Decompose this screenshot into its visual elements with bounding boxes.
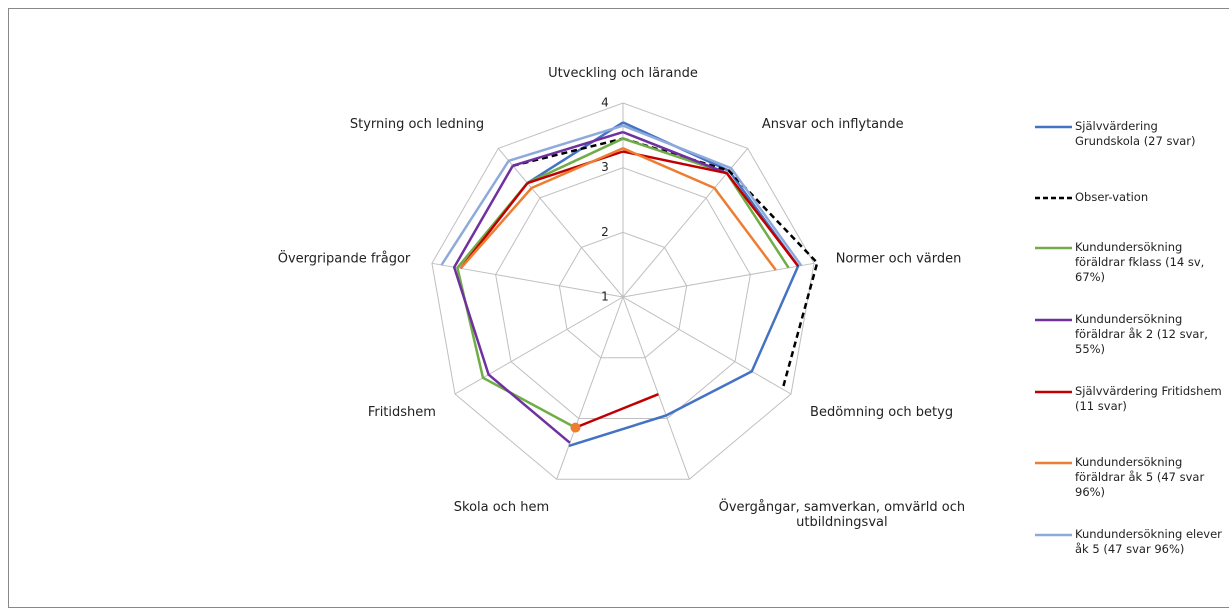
series-point <box>570 422 581 433</box>
chart: 1 2 3 4 <box>431 96 1229 480</box>
category-label: Utveckling och lärande <box>548 66 698 81</box>
series-closing-line <box>526 137 624 185</box>
grid-ring <box>431 102 815 480</box>
r-tick-label: 3 <box>601 160 609 174</box>
legend-item: Kundundersökning elever åk 5 (47 svar 96… <box>1030 527 1229 587</box>
legend-item: Kundundersökning föräldrar åk 5 (47 svar… <box>1030 455 1229 515</box>
legend-swatch <box>1035 246 1072 250</box>
series-closing-line <box>531 147 624 190</box>
legend-item: Kundundersökning föräldrar åk 2 (12 svar… <box>1030 312 1229 372</box>
legend-item: Obser-vation <box>1030 190 1229 250</box>
spoke <box>556 296 624 480</box>
legend-swatch <box>1035 390 1072 394</box>
legend-label: Kundundersökning föräldrar åk 2 (12 svar… <box>1075 312 1208 356</box>
series-line <box>440 124 803 267</box>
legend-item: Självvärdering Fritidshem (11 svar) <box>1030 384 1229 444</box>
legend-item: Kundundersökning föräldrar fklass (14 sv… <box>1030 240 1229 300</box>
spoke <box>431 262 624 298</box>
series-closing-line <box>526 121 624 185</box>
spoke <box>622 262 815 298</box>
category-label: Fritidshem <box>367 405 436 420</box>
category-label: Bedömning och betyg <box>810 405 954 420</box>
legend-swatch <box>1035 533 1072 537</box>
series-closing-line <box>508 124 624 162</box>
r-tick-label: 2 <box>601 225 609 239</box>
series-line <box>459 147 777 271</box>
series-closing-line <box>512 137 624 167</box>
legend-swatch <box>1035 461 1072 465</box>
category-label: Ansvar och inflytande <box>761 116 904 132</box>
legend-label: Självvärdering Grundskola (27 svar) <box>1075 119 1196 148</box>
spoke <box>622 296 690 480</box>
legend-item: Självvärdering Grundskola (27 svar) <box>1030 119 1229 179</box>
grid-ring <box>495 167 751 420</box>
series-closing-line <box>512 130 624 167</box>
category-label: Styrning och ledning <box>349 116 485 132</box>
legend-label: Kundundersökning föräldrar fklass (14 sv… <box>1075 240 1205 284</box>
series-line <box>452 130 728 444</box>
category-label: Övergripande frågor <box>277 251 411 267</box>
legend-swatch <box>1035 318 1072 322</box>
spoke <box>497 148 624 298</box>
r-tick-label: 4 <box>601 96 609 110</box>
category-label: Skola och hem <box>453 499 550 515</box>
legend-label: Obser-vation <box>1075 190 1149 204</box>
legend-swatch <box>1035 196 1072 200</box>
legend-label: Självvärdering Fritidshem (11 svar) <box>1075 384 1222 413</box>
category-label: Normer och värden <box>835 251 962 267</box>
legend-swatch <box>1035 125 1072 129</box>
spoke <box>622 296 792 395</box>
legend-label: Kundundersökning föräldrar åk 5 (47 svar… <box>1075 455 1205 499</box>
category-label: Övergångar, samverkan, omvärld och utbil… <box>718 499 966 530</box>
r-tick-label: 1 <box>601 290 609 304</box>
legend-label: Kundundersökning elever åk 5 (47 svar 96… <box>1075 527 1222 556</box>
series-closing-line <box>527 150 624 185</box>
grid-ring <box>558 231 688 359</box>
